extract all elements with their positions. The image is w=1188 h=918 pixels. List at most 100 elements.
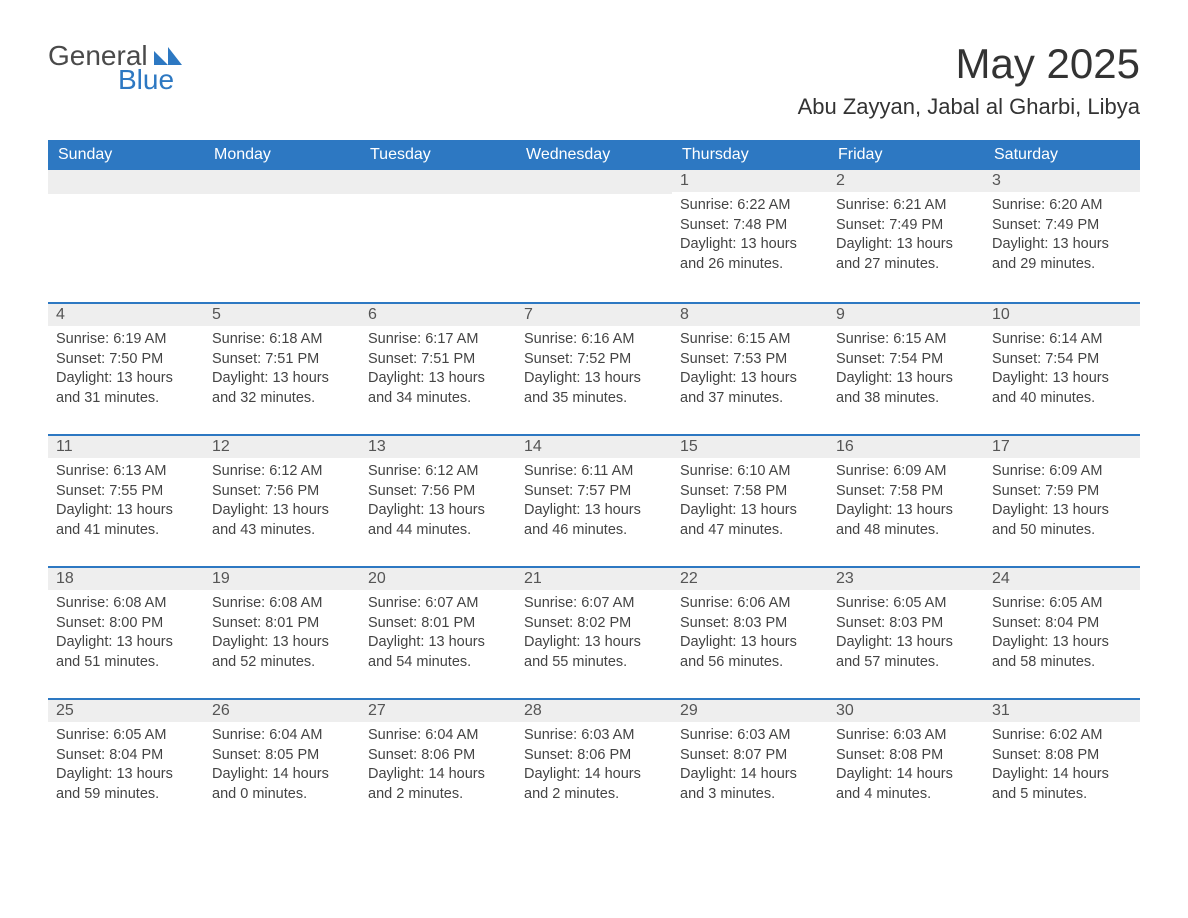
sunrise-line: Sunrise: 6:03 AM — [680, 726, 820, 746]
sunrise-line: Sunrise: 6:21 AM — [836, 196, 976, 216]
calendar-cell — [48, 170, 204, 302]
location-subtitle: Abu Zayyan, Jabal al Gharbi, Libya — [798, 94, 1140, 120]
calendar-cell: 21Sunrise: 6:07 AMSunset: 8:02 PMDayligh… — [516, 566, 672, 698]
day-content: Sunrise: 6:06 AMSunset: 8:03 PMDaylight:… — [672, 590, 828, 680]
daylight-line: Daylight: 13 hours and 41 minutes. — [56, 501, 196, 540]
logo-text-blue: Blue — [118, 64, 174, 96]
day-number: 28 — [516, 698, 672, 722]
daylight-line: Daylight: 13 hours and 54 minutes. — [368, 633, 508, 672]
day-number: 24 — [984, 566, 1140, 590]
logo-triangle-icon — [154, 45, 182, 65]
daylight-line: Daylight: 13 hours and 58 minutes. — [992, 633, 1132, 672]
daylight-line: Daylight: 13 hours and 26 minutes. — [680, 235, 820, 274]
daylight-line: Daylight: 13 hours and 57 minutes. — [836, 633, 976, 672]
day-content: Sunrise: 6:13 AMSunset: 7:55 PMDaylight:… — [48, 458, 204, 548]
calendar-cell: 10 Sunrise: 6:14 AMSunset: 7:54 PMDayligh… — [984, 302, 1140, 434]
day-number: 16 — [828, 434, 984, 458]
day-number: 10 — [984, 302, 1140, 326]
sunset-line: Sunset: 7:53 PM — [680, 350, 820, 370]
day-content: Sunrise: 6:05 AMSunset: 8:04 PMDaylight:… — [48, 722, 204, 812]
day-content: Sunrise: 6:19 AMSunset: 7:50 PMDaylight:… — [48, 326, 204, 416]
sunset-line: Sunset: 7:56 PM — [212, 482, 352, 502]
daylight-line: Daylight: 13 hours and 56 minutes. — [680, 633, 820, 672]
sunset-line: Sunset: 7:58 PM — [836, 482, 976, 502]
sunrise-line: Sunrise: 6:09 AM — [992, 462, 1132, 482]
sunset-line: Sunset: 8:03 PM — [836, 614, 976, 634]
sunrise-line: Sunrise: 6:04 AM — [368, 726, 508, 746]
day-number: 25 — [48, 698, 204, 722]
day-content: Sunrise: 6:04 AMSunset: 8:05 PMDaylight:… — [204, 722, 360, 812]
calendar-cell — [360, 170, 516, 302]
daylight-line: Daylight: 13 hours and 35 minutes. — [524, 369, 664, 408]
sunset-line: Sunset: 7:48 PM — [680, 216, 820, 236]
day-number: 13 — [360, 434, 516, 458]
day-number: 11 — [48, 434, 204, 458]
calendar-cell: 8Sunrise: 6:15 AMSunset: 7:53 PMDaylight… — [672, 302, 828, 434]
sunset-line: Sunset: 8:08 PM — [836, 746, 976, 766]
sunset-line: Sunset: 7:59 PM — [992, 482, 1132, 502]
calendar-cell: 20Sunrise: 6:07 AMSunset: 8:01 PMDayligh… — [360, 566, 516, 698]
sunset-line: Sunset: 8:02 PM — [524, 614, 664, 634]
sunrise-line: Sunrise: 6:15 AM — [680, 330, 820, 350]
day-content: Sunrise: 6:12 AMSunset: 7:56 PMDaylight:… — [360, 458, 516, 548]
sunrise-line: Sunrise: 6:16 AM — [524, 330, 664, 350]
sunrise-line: Sunrise: 6:18 AM — [212, 330, 352, 350]
day-number: 14 — [516, 434, 672, 458]
sunset-line: Sunset: 8:04 PM — [56, 746, 196, 766]
calendar-week-row: 18Sunrise: 6:08 AMSunset: 8:00 PMDayligh… — [48, 566, 1140, 698]
daylight-line: Daylight: 13 hours and 34 minutes. — [368, 369, 508, 408]
daylight-line: Daylight: 13 hours and 59 minutes. — [56, 765, 196, 804]
daylight-line: Daylight: 13 hours and 50 minutes. — [992, 501, 1132, 540]
day-number: 19 — [204, 566, 360, 590]
sunrise-line: Sunrise: 6:10 AM — [680, 462, 820, 482]
calendar-body: 1Sunrise: 6:22 AMSunset: 7:48 PMDaylight… — [48, 170, 1140, 830]
day-number: 27 — [360, 698, 516, 722]
sunrise-line: Sunrise: 6:09 AM — [836, 462, 976, 482]
calendar-cell: 29Sunrise: 6:03 AMSunset: 8:07 PMDayligh… — [672, 698, 828, 830]
calendar-cell: 14Sunrise: 6:11 AMSunset: 7:57 PMDayligh… — [516, 434, 672, 566]
daylight-line: Daylight: 13 hours and 32 minutes. — [212, 369, 352, 408]
calendar-cell: 15Sunrise: 6:10 AMSunset: 7:58 PMDayligh… — [672, 434, 828, 566]
calendar-cell — [204, 170, 360, 302]
sunset-line: Sunset: 7:56 PM — [368, 482, 508, 502]
page-header: General Blue May 2025 Abu Zayyan, Jabal … — [48, 40, 1140, 120]
brand-logo: General Blue — [48, 40, 182, 96]
sunset-line: Sunset: 8:05 PM — [212, 746, 352, 766]
day-number: 26 — [204, 698, 360, 722]
daylight-line: Daylight: 14 hours and 2 minutes. — [368, 765, 508, 804]
calendar-cell: 12Sunrise: 6:12 AMSunset: 7:56 PMDayligh… — [204, 434, 360, 566]
day-number: 29 — [672, 698, 828, 722]
daylight-line: Daylight: 13 hours and 55 minutes. — [524, 633, 664, 672]
daylight-line: Daylight: 13 hours and 40 minutes. — [992, 369, 1132, 408]
day-content: Sunrise: 6:05 AMSunset: 8:03 PMDaylight:… — [828, 590, 984, 680]
sunset-line: Sunset: 7:49 PM — [992, 216, 1132, 236]
calendar-cell: 3Sunrise: 6:20 AMSunset: 7:49 PMDaylight… — [984, 170, 1140, 302]
day-number: 4 — [48, 302, 204, 326]
calendar-cell: 27Sunrise: 6:04 AMSunset: 8:06 PMDayligh… — [360, 698, 516, 830]
calendar-cell — [516, 170, 672, 302]
daylight-line: Daylight: 14 hours and 2 minutes. — [524, 765, 664, 804]
sunrise-line: Sunrise: 6:05 AM — [56, 726, 196, 746]
daylight-line: Daylight: 13 hours and 37 minutes. — [680, 369, 820, 408]
sunset-line: Sunset: 8:01 PM — [212, 614, 352, 634]
empty-day-bar — [516, 170, 672, 194]
sunset-line: Sunset: 7:58 PM — [680, 482, 820, 502]
sunrise-line: Sunrise: 6:03 AM — [836, 726, 976, 746]
calendar-cell: 9Sunrise: 6:15 AMSunset: 7:54 PMDaylight… — [828, 302, 984, 434]
day-content: Sunrise: 6:18 AMSunset: 7:51 PMDaylight:… — [204, 326, 360, 416]
sunrise-line: Sunrise: 6:14 AM — [992, 330, 1132, 350]
sunset-line: Sunset: 8:00 PM — [56, 614, 196, 634]
sunset-line: Sunset: 7:54 PM — [992, 350, 1132, 370]
day-number: 3 — [984, 170, 1140, 192]
day-number: 23 — [828, 566, 984, 590]
daylight-line: Daylight: 13 hours and 31 minutes. — [56, 369, 196, 408]
daylight-line: Daylight: 14 hours and 0 minutes. — [212, 765, 352, 804]
sunset-line: Sunset: 7:52 PM — [524, 350, 664, 370]
calendar-cell: 11Sunrise: 6:13 AMSunset: 7:55 PMDayligh… — [48, 434, 204, 566]
calendar-week-row: 1Sunrise: 6:22 AMSunset: 7:48 PMDaylight… — [48, 170, 1140, 302]
day-content: Sunrise: 6:12 AMSunset: 7:56 PMDaylight:… — [204, 458, 360, 548]
weekday-header: Tuesday — [360, 140, 516, 170]
sunrise-line: Sunrise: 6:08 AM — [56, 594, 196, 614]
day-content: Sunrise: 6:04 AMSunset: 8:06 PMDaylight:… — [360, 722, 516, 812]
day-content: Sunrise: 6:03 AMSunset: 8:07 PMDaylight:… — [672, 722, 828, 812]
